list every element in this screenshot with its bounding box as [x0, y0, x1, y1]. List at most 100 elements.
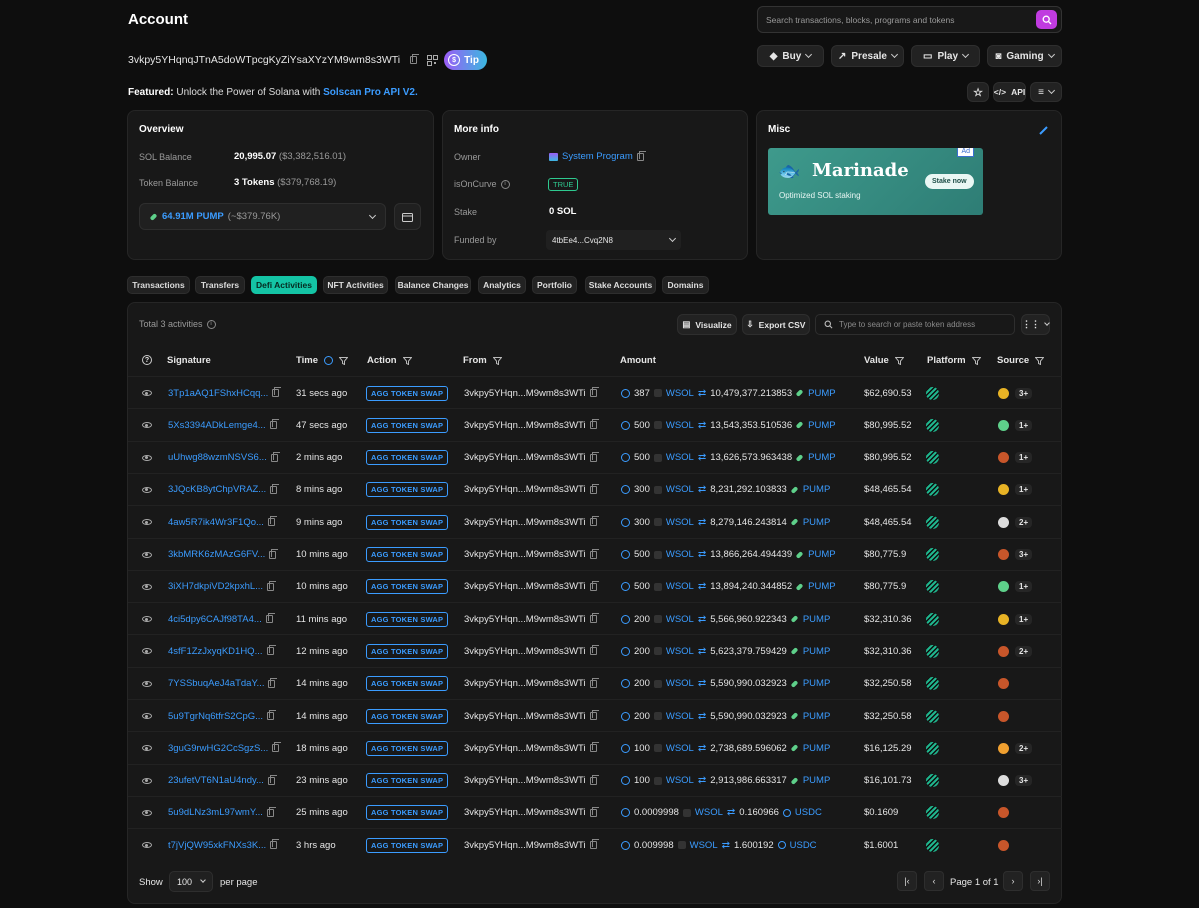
copy-icon[interactable]: [266, 645, 276, 656]
from-address[interactable]: 3vkpy5YHqn...M9wm8s3WTi: [464, 549, 586, 560]
presale-menu[interactable]: ↗ Presale: [831, 45, 904, 67]
from-address[interactable]: 3vkpy5YHqn...M9wm8s3WTi: [464, 775, 586, 787]
global-search[interactable]: Search transactions, blocks, programs an…: [757, 6, 1062, 33]
eye-icon[interactable]: [142, 583, 152, 590]
prev-page-button[interactable]: ‹: [924, 871, 944, 891]
token-select[interactable]: 64.91M PUMP (~$379.76K): [139, 203, 386, 230]
signature-link[interactable]: 5u9TgrNq6tfrS2CpG...: [168, 710, 264, 722]
copy-icon[interactable]: [589, 483, 599, 494]
token-in-link[interactable]: WSOL: [665, 516, 694, 528]
source-count[interactable]: 1+: [1015, 613, 1033, 625]
token-in-link[interactable]: WSOL: [665, 387, 694, 399]
token-out-link[interactable]: PUMP: [808, 549, 836, 560]
eye-icon[interactable]: [142, 551, 152, 558]
qr-code-icon[interactable]: [427, 54, 439, 66]
source-icon[interactable]: [998, 807, 1009, 819]
token-out-link[interactable]: PUMP: [802, 613, 831, 625]
copy-icon[interactable]: [589, 580, 599, 591]
platform-icon[interactable]: [926, 451, 939, 465]
source-count[interactable]: 3+: [1015, 549, 1033, 560]
token-in-link[interactable]: WSOL: [665, 581, 694, 593]
amount-info-icon[interactable]: [621, 582, 630, 592]
source-count[interactable]: 1+: [1015, 452, 1033, 464]
table-row[interactable]: 3iXH7dkpiVD2kpxhL... 10 mins ago AGG TOK…: [128, 569, 1062, 602]
copy-icon[interactable]: [269, 548, 279, 559]
source-icon[interactable]: [998, 484, 1009, 496]
platform-icon[interactable]: [926, 580, 939, 594]
copy-icon[interactable]: [589, 451, 599, 462]
copy-icon[interactable]: [265, 613, 275, 624]
amount-info-icon[interactable]: [621, 840, 630, 850]
copy-icon[interactable]: [410, 54, 420, 64]
token-out-link[interactable]: PUMP: [808, 419, 836, 431]
source-count[interactable]: 2+: [1015, 742, 1033, 754]
tab-domains[interactable]: Domains: [662, 276, 709, 294]
tip-button[interactable]: $ Tip: [444, 50, 487, 70]
signature-link[interactable]: 3guG9rwHG2CcSgzS...: [168, 742, 269, 754]
platform-icon[interactable]: [926, 741, 939, 755]
source-icon[interactable]: [998, 516, 1009, 528]
filter-icon[interactable]: [1035, 356, 1045, 365]
table-row[interactable]: 3Tp1aAQ1FShxHCqq... 31 secs ago AGG TOKE…: [128, 376, 1062, 408]
source-icon[interactable]: [998, 419, 1009, 431]
amount-info-icon[interactable]: [621, 646, 630, 656]
source-icon[interactable]: [998, 645, 1009, 657]
table-row[interactable]: 7YSSbuqAeJ4aTdaY... 14 mins ago AGG TOKE…: [128, 666, 1062, 699]
copy-icon[interactable]: [589, 839, 599, 850]
view-menu-button[interactable]: ≡: [1030, 82, 1062, 102]
token-filter-input[interactable]: Type to search or paste token address: [815, 314, 1015, 335]
token-out-link[interactable]: PUMP: [802, 775, 831, 787]
buy-menu[interactable]: ◆ Buy: [757, 45, 824, 67]
source-count[interactable]: 3+: [1015, 775, 1033, 787]
platform-icon[interactable]: [926, 386, 939, 400]
copy-icon[interactable]: [589, 645, 599, 656]
amount-info-icon[interactable]: [621, 776, 630, 786]
from-address[interactable]: 3vkpy5YHqn...M9wm8s3WTi: [464, 419, 586, 431]
amount-info-icon[interactable]: [621, 485, 630, 495]
source-icon[interactable]: [998, 549, 1009, 560]
amount-info-icon[interactable]: [621, 420, 630, 430]
table-row[interactable]: t7jVjQW95xkFNXs3K... 3 hrs ago AGG TOKEN…: [128, 828, 1062, 860]
from-address[interactable]: 3vkpy5YHqn...M9wm8s3WTi: [464, 645, 586, 657]
tab-transfers[interactable]: Transfers: [195, 276, 245, 294]
copy-icon[interactable]: [589, 774, 599, 785]
token-out-link[interactable]: USDC: [794, 807, 822, 819]
source-count[interactable]: 2+: [1015, 645, 1033, 657]
platform-icon[interactable]: [926, 838, 939, 852]
filter-icon[interactable]: [339, 356, 349, 365]
favorite-button[interactable]: ☆: [967, 82, 989, 102]
source-icon[interactable]: [998, 678, 1009, 690]
token-in-link[interactable]: WSOL: [694, 807, 723, 819]
tab-defi-activities[interactable]: Defi Activities: [251, 276, 317, 294]
info-icon[interactable]: i: [206, 319, 216, 329]
eye-icon[interactable]: [142, 454, 152, 461]
next-page-button[interactable]: ›: [1003, 871, 1023, 891]
from-address[interactable]: 3vkpy5YHqn...M9wm8s3WTi: [464, 678, 586, 690]
copy-icon[interactable]: [267, 580, 277, 591]
signature-link[interactable]: 3Tp1aAQ1FShxHCqq...: [168, 387, 269, 399]
token-in-link[interactable]: WSOL: [665, 452, 694, 464]
table-row[interactable]: 5Xs3394ADkLemge4... 47 secs ago AGG TOKE…: [128, 408, 1062, 440]
amount-info-icon[interactable]: [621, 743, 630, 753]
eye-icon[interactable]: [142, 842, 152, 849]
token-out-link[interactable]: PUMP: [808, 581, 836, 593]
copy-icon[interactable]: [267, 516, 277, 527]
search-input[interactable]: Search transactions, blocks, programs an…: [766, 15, 955, 25]
table-row[interactable]: 23ufetVT6N1aU4ndy... 23 mins ago AGG TOK…: [128, 763, 1062, 796]
amount-info-icon[interactable]: [621, 453, 630, 463]
platform-icon[interactable]: [926, 644, 939, 658]
amount-info-icon[interactable]: [621, 679, 630, 689]
token-out-link[interactable]: PUMP: [802, 645, 831, 657]
export-csv-button[interactable]: ⇩ Export CSV: [742, 314, 810, 335]
copy-icon[interactable]: [270, 483, 280, 494]
amount-info-icon[interactable]: [621, 808, 630, 818]
signature-link[interactable]: 4sfF1ZzJxyqKD1HQ...: [168, 645, 263, 657]
platform-icon[interactable]: [926, 515, 939, 529]
tab-analytics[interactable]: Analytics: [478, 276, 526, 294]
amount-info-icon[interactable]: [621, 517, 630, 527]
source-count[interactable]: 1+: [1015, 581, 1033, 593]
copy-icon[interactable]: [589, 613, 599, 624]
table-row[interactable]: 5u9dLNz3mL97wmY... 25 mins ago AGG TOKEN…: [128, 795, 1062, 828]
copy-icon[interactable]: [268, 677, 278, 688]
token-out-link[interactable]: PUMP: [802, 710, 831, 722]
